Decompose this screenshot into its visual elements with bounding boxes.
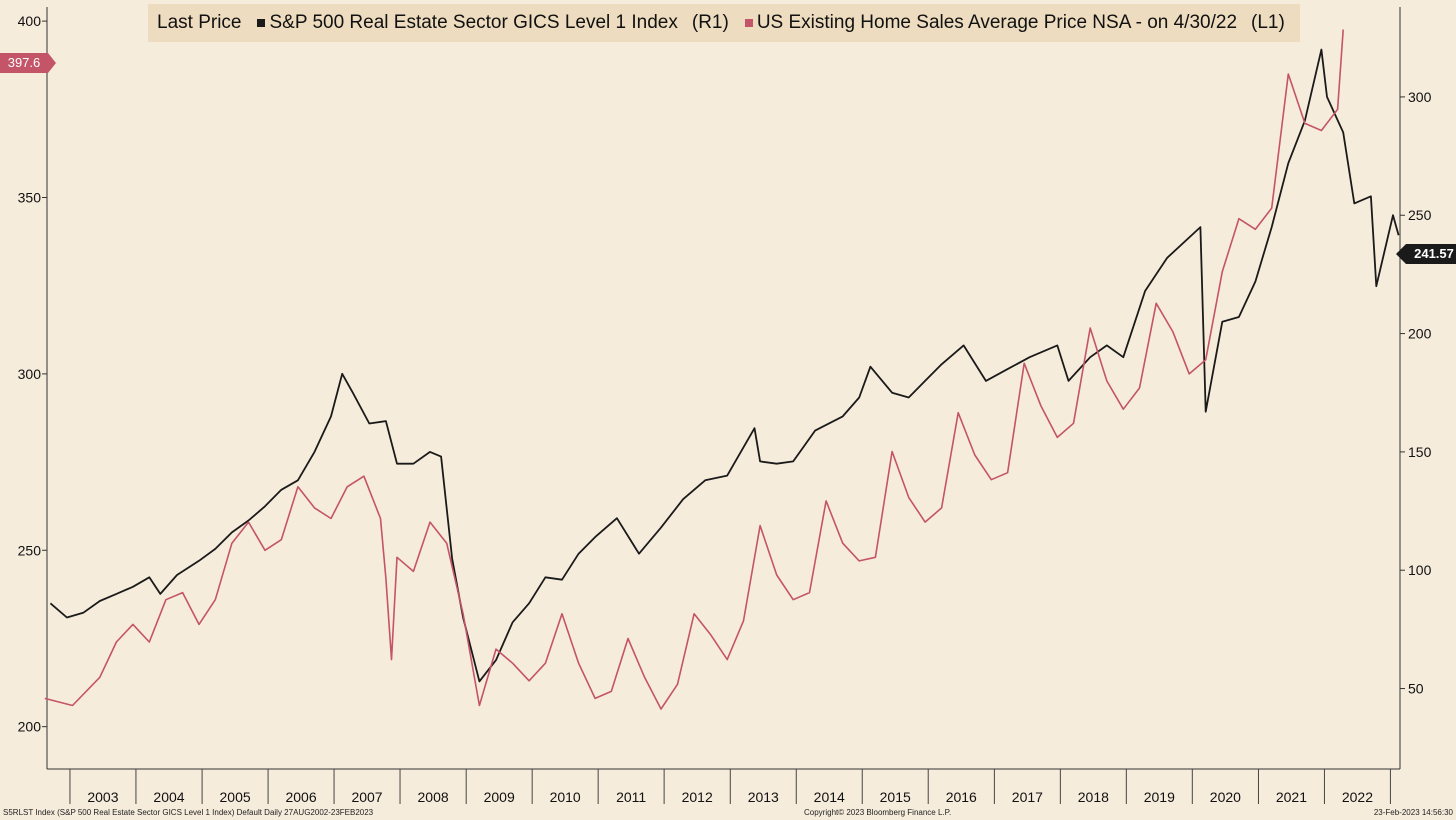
x-axis-year-label: 2003	[87, 789, 118, 805]
right-axis-tick-label: 150	[1408, 444, 1432, 460]
right-axis-tick-label: 100	[1408, 562, 1432, 578]
footer-timestamp: 23-Feb-2023 14:56:30	[1373, 808, 1453, 817]
right-axis-tick-label: 250	[1408, 207, 1432, 223]
x-axis-year-label: 2005	[220, 789, 251, 805]
x-axis-year-label: 2004	[153, 789, 184, 805]
series-line-1	[49, 48, 1400, 683]
x-axis-year-label: 2019	[1144, 789, 1175, 805]
left-axis-tick-label: 200	[18, 719, 42, 735]
x-axis-year-label: 2022	[1342, 789, 1373, 805]
x-axis-year-label: 2016	[946, 789, 977, 805]
legend-black-swatch	[257, 19, 266, 27]
x-axis-year-label: 2007	[351, 789, 382, 805]
x-axis-year-label: 2015	[880, 789, 911, 805]
legend-series-1-axis: (R1)	[691, 12, 729, 33]
legend-series-2-axis: (L1)	[1251, 12, 1285, 33]
x-axis-year-label: 2009	[484, 789, 515, 805]
legend-series-1-name: S&P 500 Real Estate Sector GICS Level 1 …	[269, 12, 678, 33]
x-axis-year-label: 2013	[748, 789, 779, 805]
footer-index-description: S5RLST Index (S&P 500 Real Estate Sector…	[3, 808, 374, 817]
x-axis-year-label: 2017	[1012, 789, 1043, 805]
right-axis-tick-label: 200	[1408, 326, 1432, 342]
x-axis-year-label: 2006	[285, 789, 316, 805]
left-axis-tick-label: 250	[18, 542, 42, 558]
footer-copyright: Copyright© 2023 Bloomberg Finance L.P.	[804, 808, 952, 817]
left-axis-tick-label: 350	[18, 190, 42, 206]
x-axis-year-label: 2020	[1210, 789, 1241, 805]
x-axis-year-label: 2012	[682, 789, 713, 805]
right-axis-tick-label: 50	[1408, 681, 1424, 697]
left-axis-tick-label: 400	[18, 13, 42, 29]
left-last-value-tag: 397.6	[0, 53, 56, 73]
series-layer	[44, 29, 1400, 710]
x-axis-year-label: 2010	[550, 789, 581, 805]
legend-red-swatch	[744, 19, 753, 27]
x-axis-year-label: 2021	[1276, 789, 1307, 805]
legend-series-2-name: US Existing Home Sales Average Price NSA…	[756, 12, 1238, 33]
legend-last-price-label: Last Price	[157, 12, 242, 33]
x-axis-year-label: 2011	[616, 789, 646, 805]
chart-legend: Last Price S&P 500 Real Estate Sector GI…	[148, 4, 1300, 42]
x-axis-year-label: 2008	[418, 789, 449, 805]
x-axis-year-label: 2018	[1078, 789, 1109, 805]
right-last-value-tag: 241.57	[1396, 244, 1456, 264]
series-line-2	[44, 29, 1344, 710]
axis-ticks-layer: 200 250 300 350 400 50 100 150 200 250 300 2003 2004…	[18, 13, 1432, 805]
right-axis-tick-label: 300	[1408, 89, 1432, 105]
left-axis-tick-label: 300	[18, 366, 42, 382]
x-axis-year-label: 2014	[814, 789, 845, 805]
